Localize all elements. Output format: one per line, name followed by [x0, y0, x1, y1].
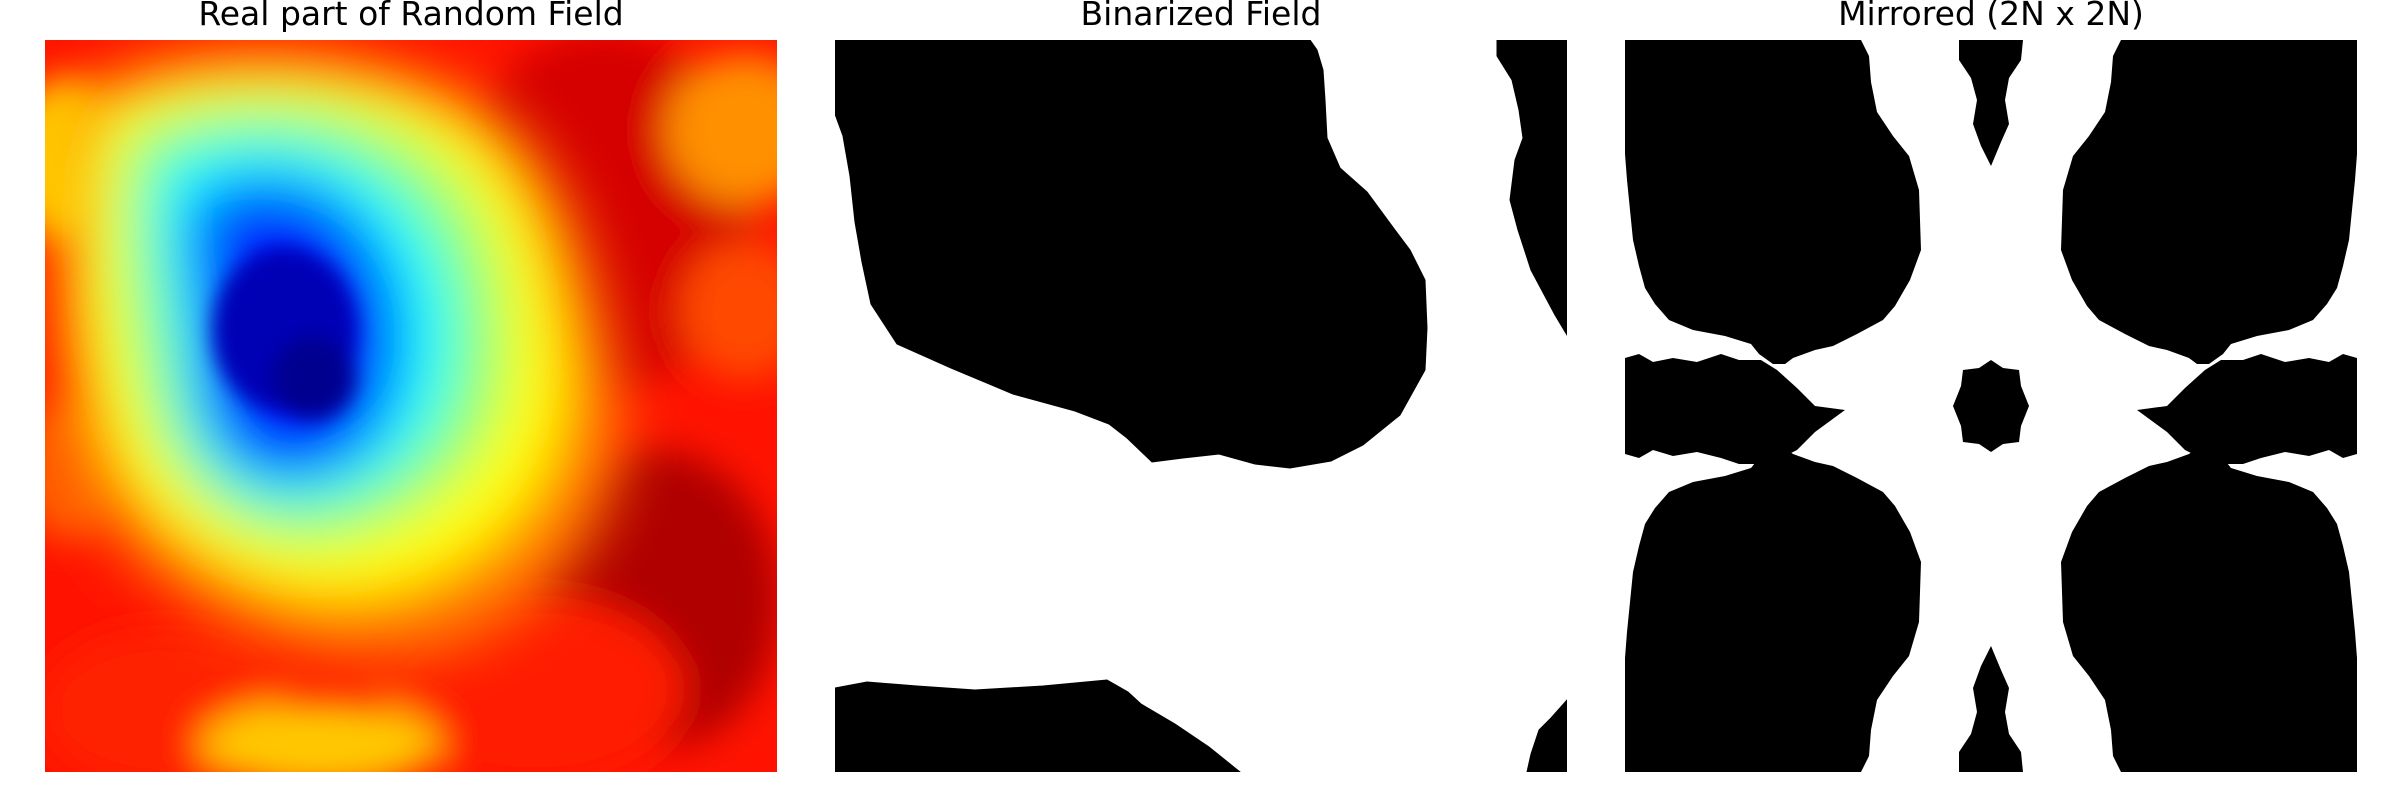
panel-title-mirrored-field: Mirrored (2N x 2N) [1838, 0, 2144, 33]
random-field-dark-core [213, 248, 357, 420]
mirrored-center-region [1953, 360, 2029, 452]
mirrored-field [1625, 40, 2357, 772]
binarized-bottom-right-sliver [1526, 699, 1567, 772]
binarized-bottom-region [835, 679, 1241, 772]
binarized-field [835, 40, 1567, 772]
panel-title-random-field: Real part of Random Field [198, 0, 624, 33]
random-field-heatmap [45, 40, 777, 772]
binarized-main-region [835, 40, 1428, 469]
panel-title-binarized-field: Binarized Field [1080, 0, 1322, 33]
binarized-right-sliver [1496, 40, 1567, 336]
mirrored-regions [1625, 40, 2357, 772]
